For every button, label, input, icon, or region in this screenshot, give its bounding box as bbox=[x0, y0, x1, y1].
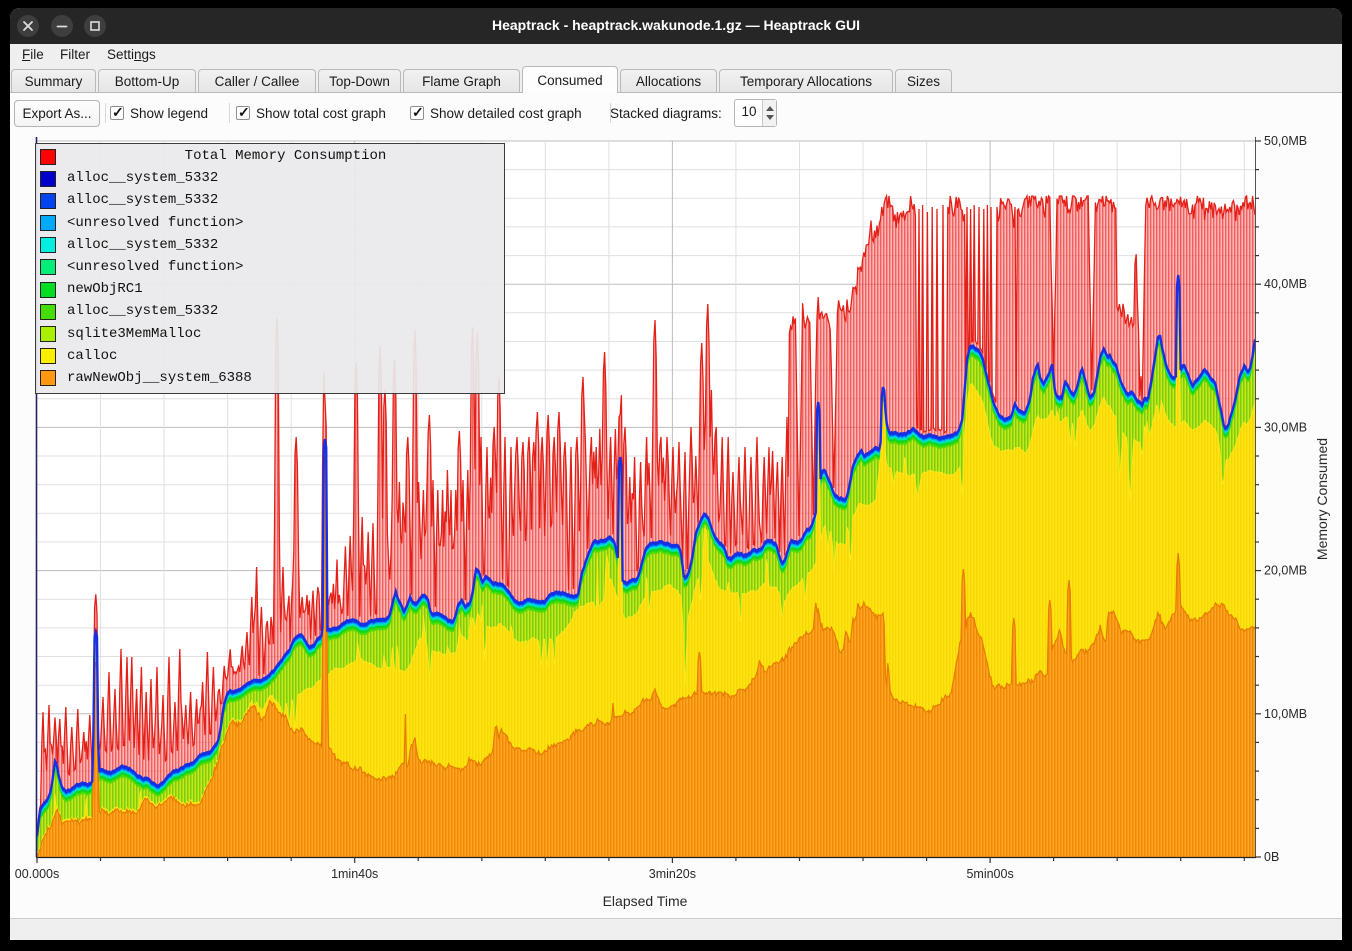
svg-text:Memory Consumed: Memory Consumed bbox=[1314, 438, 1330, 560]
svg-text:10,0MB: 10,0MB bbox=[1264, 707, 1307, 721]
svg-text:00.000s: 00.000s bbox=[15, 867, 59, 881]
svg-text:5min00s: 5min00s bbox=[966, 867, 1013, 881]
svg-text:1min40s: 1min40s bbox=[331, 867, 378, 881]
svg-text:30,0MB: 30,0MB bbox=[1264, 420, 1307, 434]
svg-text:50,0MB: 50,0MB bbox=[1264, 134, 1307, 148]
svg-text:3min20s: 3min20s bbox=[649, 867, 696, 881]
svg-text:40,0MB: 40,0MB bbox=[1264, 277, 1307, 291]
svg-text:0B: 0B bbox=[1264, 850, 1279, 864]
svg-text:20,0MB: 20,0MB bbox=[1264, 564, 1307, 578]
svg-text:Elapsed Time: Elapsed Time bbox=[603, 893, 688, 909]
